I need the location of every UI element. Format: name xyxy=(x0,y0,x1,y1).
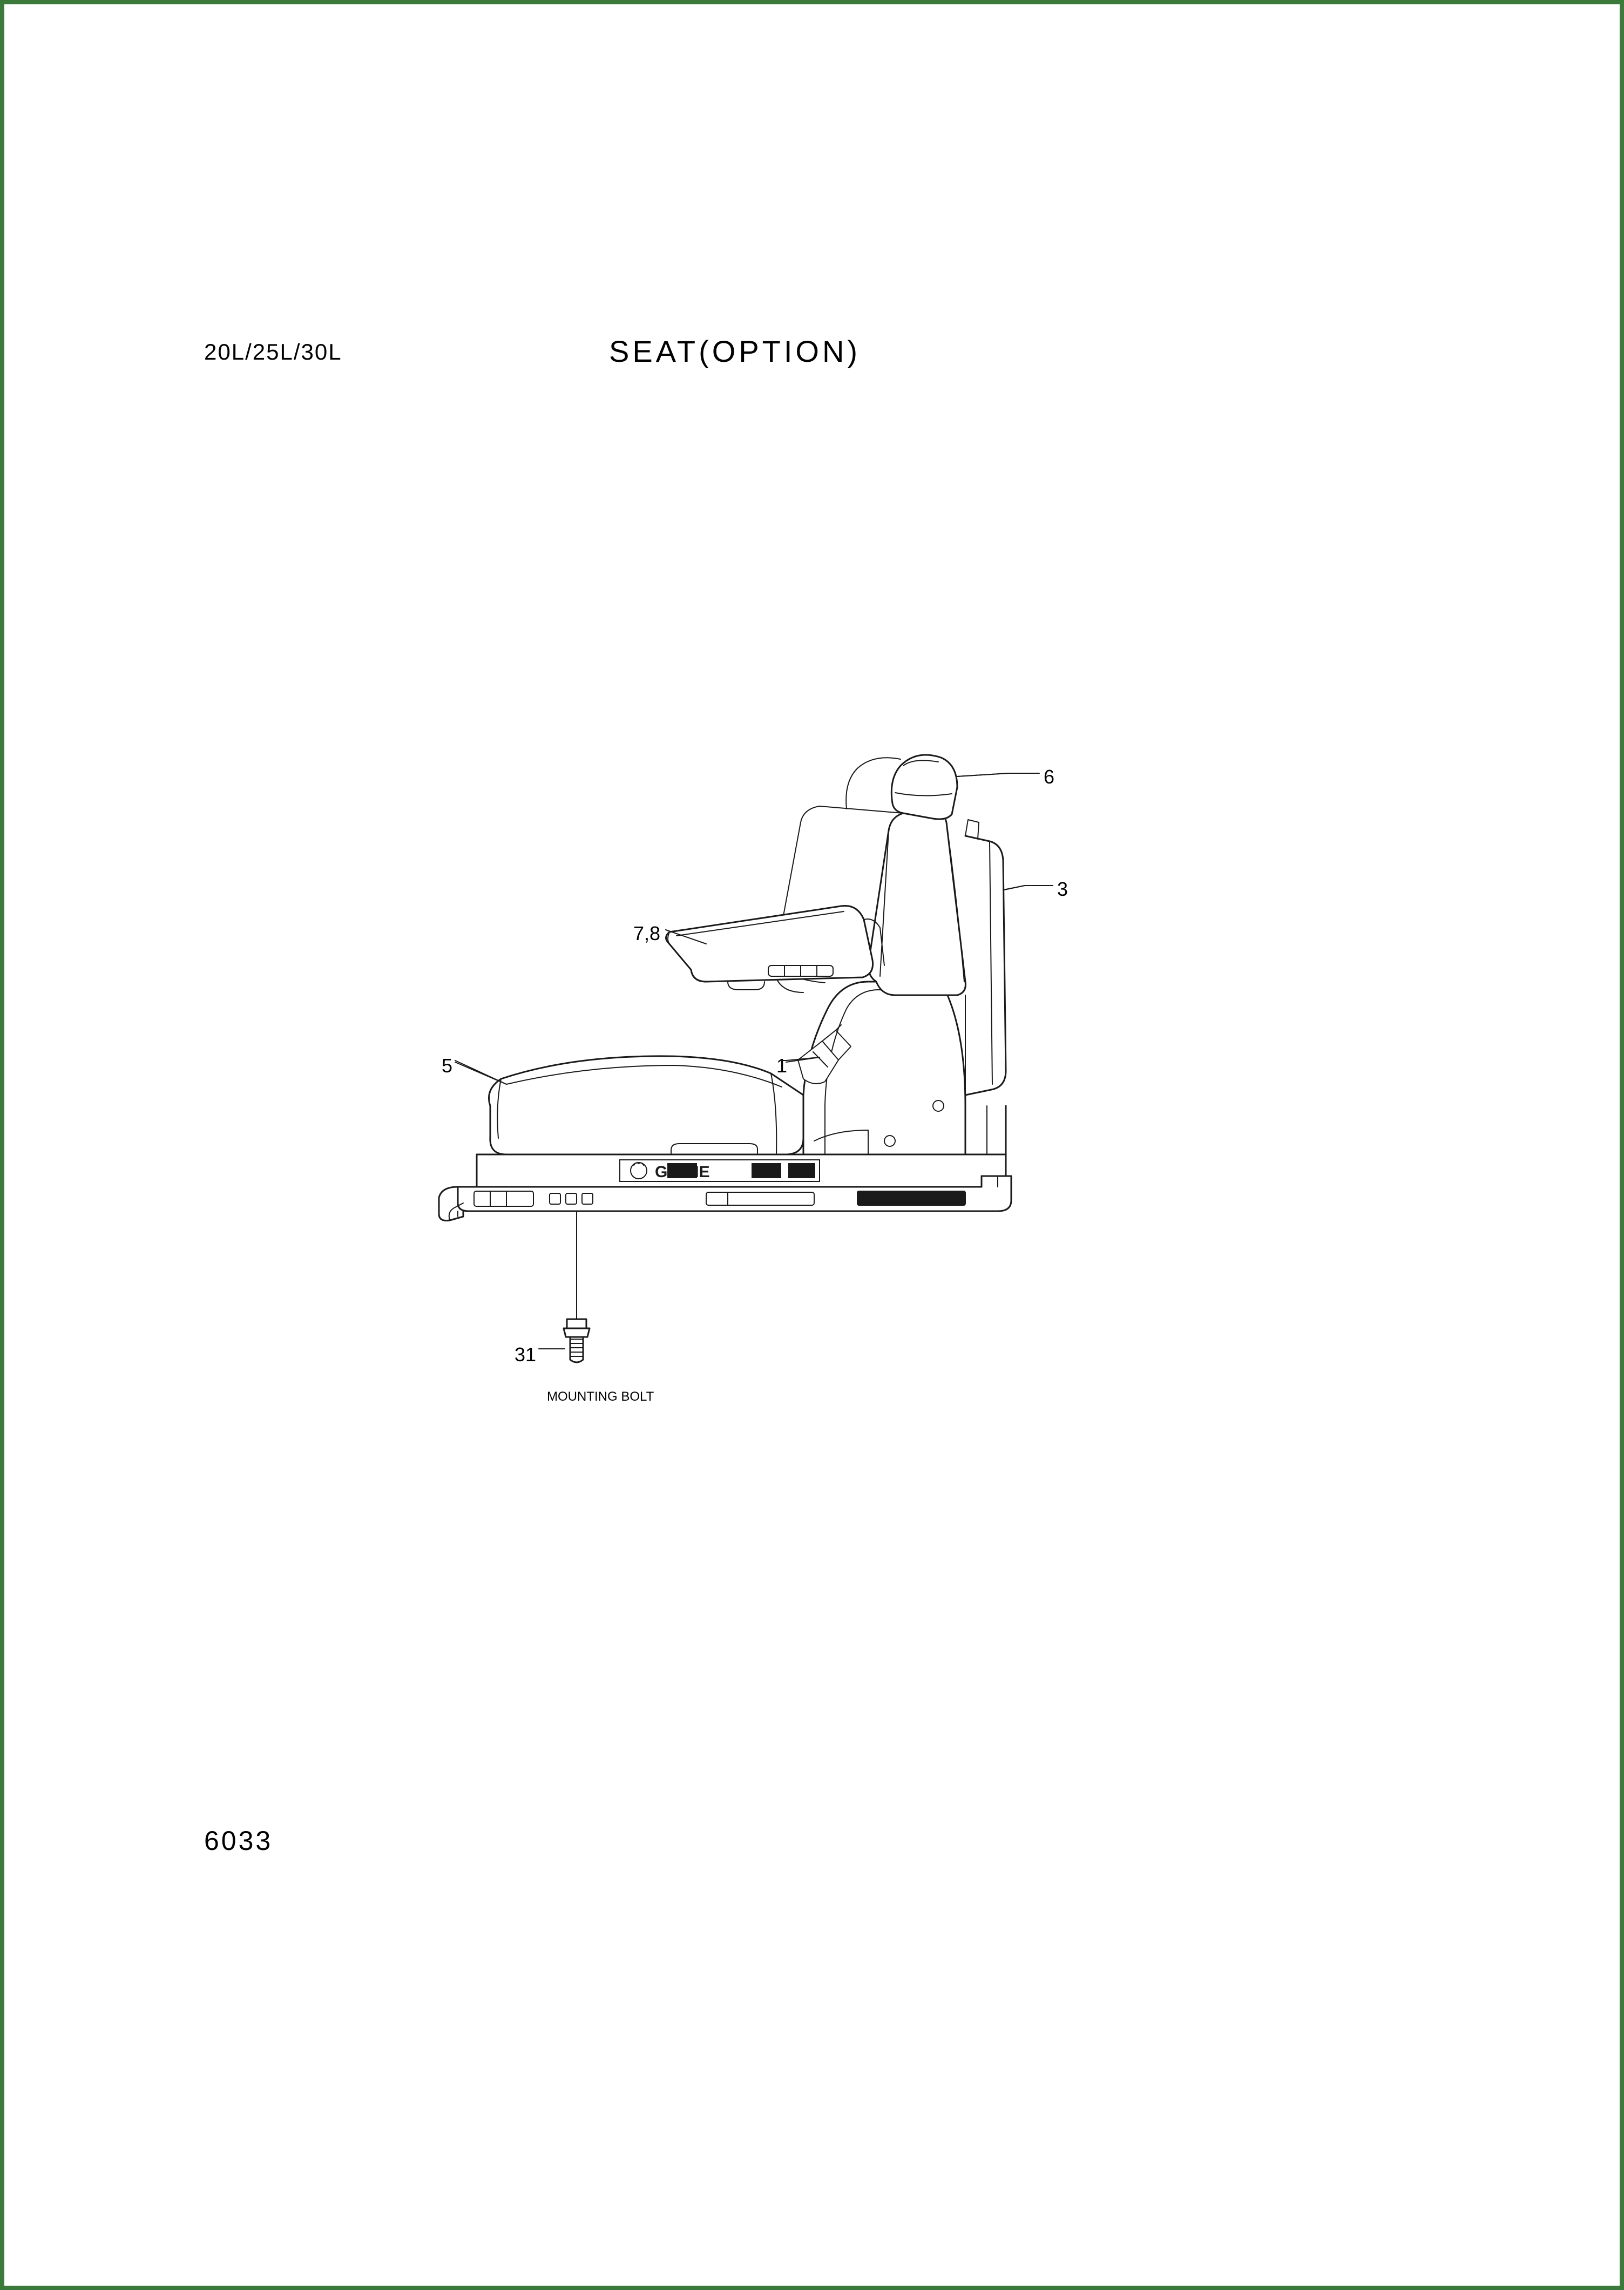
header-model: 20L/25L/30L xyxy=(204,339,342,365)
seat-diagram: G MME xyxy=(425,728,1116,1419)
header-title: SEAT(OPTION) xyxy=(609,334,861,369)
svg-text:G MME: G MME xyxy=(655,1163,710,1181)
page-number: 6033 xyxy=(204,1825,273,1856)
page: 20L/25L/30L SEAT(OPTION) 6033 6 3 7,8 1 … xyxy=(0,0,1624,2290)
seat-svg: G MME xyxy=(425,728,1116,1419)
